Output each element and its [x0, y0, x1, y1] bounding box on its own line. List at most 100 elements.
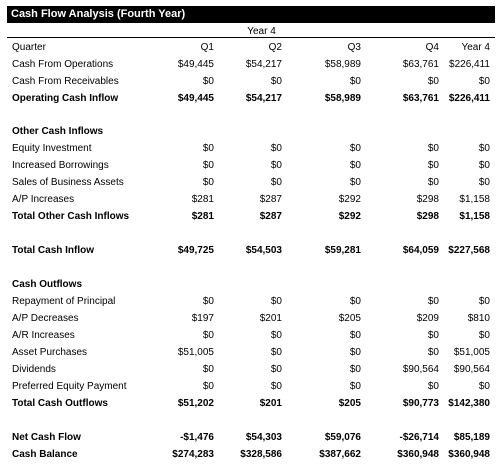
- row-label: Operating Cash Inflow: [12, 93, 119, 104]
- row-label: Dividends: [12, 364, 56, 375]
- row-label: Asset Purchases: [12, 347, 88, 358]
- cell-q3: $0: [349, 160, 361, 171]
- cell-q4: $0: [427, 330, 439, 341]
- cell-q4: $360,948: [397, 449, 439, 460]
- cell-y4: $0: [478, 76, 490, 87]
- cell-q2: $54,303: [245, 432, 282, 443]
- cell-q3: $0: [349, 381, 361, 392]
- cell-q3: $59,281: [324, 245, 361, 256]
- cell-q2: $54,217: [245, 93, 282, 104]
- header-q4: Q4: [425, 42, 439, 53]
- row-label: Total Cash Inflow: [12, 245, 95, 256]
- cell-q3: $59,076: [324, 432, 361, 443]
- cell-y4: $0: [478, 381, 490, 392]
- row-label: A/R Increases: [12, 330, 75, 341]
- row-label: Sales of Business Assets: [12, 177, 124, 188]
- cell-y4: $90,564: [453, 364, 490, 375]
- cell-q3: $205: [338, 398, 361, 409]
- cell-q1: $0: [202, 330, 214, 341]
- row-label: A/P Increases: [12, 194, 75, 205]
- row-label: Net Cash Flow: [12, 432, 81, 443]
- row-label: Cash Balance: [12, 449, 78, 460]
- cell-q3: $0: [349, 177, 361, 188]
- cell-q4: $63,761: [402, 93, 439, 104]
- cell-q2: $0: [270, 347, 282, 358]
- row-label: Total Other Cash Inflows: [12, 211, 130, 222]
- row-label: Increased Borrowings: [12, 160, 109, 171]
- row-label: Equity Investment: [12, 143, 92, 154]
- cell-q4: $0: [427, 160, 439, 171]
- cell-q3: $292: [338, 194, 361, 205]
- cell-q2: $0: [270, 143, 282, 154]
- row-label: Other Cash Inflows: [12, 126, 104, 137]
- row-label: Cash From Operations: [12, 59, 114, 70]
- cell-q1: $0: [202, 160, 214, 171]
- header-rule: [7, 37, 495, 38]
- cell-q2: $54,503: [245, 245, 282, 256]
- cell-y4: $226,411: [449, 59, 490, 70]
- row-label: Cash Outflows: [12, 279, 83, 290]
- cell-y4: $0: [478, 296, 490, 307]
- cell-q1: $0: [202, 381, 214, 392]
- cell-q1: $49,725: [177, 245, 214, 256]
- cell-q1: $274,283: [172, 449, 214, 460]
- header-year4: Year 4: [461, 42, 490, 53]
- cell-q1: $51,202: [177, 398, 214, 409]
- cell-y4: $0: [478, 143, 490, 154]
- cell-q1: $0: [202, 177, 214, 188]
- cell-q4: $209: [416, 313, 439, 324]
- cell-y4: $226,411: [448, 93, 490, 104]
- cell-y4: $1,158: [459, 194, 490, 205]
- cell-q1: $0: [202, 364, 214, 375]
- cell-q4: $90,564: [402, 364, 439, 375]
- cell-q1: $51,005: [177, 347, 214, 358]
- cell-q4: -$26,714: [399, 432, 439, 443]
- table-title: Cash Flow Analysis (Fourth Year): [7, 6, 495, 23]
- cell-q4: $298: [416, 211, 439, 222]
- row-label: Repayment of Principal: [12, 296, 116, 307]
- row-label: Preferred Equity Payment: [12, 381, 127, 392]
- cell-q3: $0: [349, 76, 361, 87]
- cell-q3: $0: [349, 330, 361, 341]
- cell-q4: $0: [427, 76, 439, 87]
- cell-q2: $0: [270, 381, 282, 392]
- cell-q4: $0: [427, 296, 439, 307]
- cell-q1: $0: [202, 143, 214, 154]
- cell-q1: $0: [202, 76, 214, 87]
- cell-q1: $49,445: [177, 93, 214, 104]
- cell-q1: -$1,476: [180, 432, 214, 443]
- cell-y4: $0: [478, 177, 490, 188]
- cell-q4: $64,059: [402, 245, 439, 256]
- cell-q4: $0: [427, 143, 439, 154]
- cell-q2: $0: [270, 177, 282, 188]
- row-label: Cash From Receivables: [12, 76, 119, 87]
- cell-q2: $287: [259, 194, 282, 205]
- cell-q2: $0: [270, 364, 282, 375]
- cell-q3: $0: [349, 296, 361, 307]
- cell-y4: $1,158: [459, 211, 490, 222]
- cell-q2: $201: [259, 313, 282, 324]
- cell-y4: $810: [467, 313, 490, 324]
- header-q2: Q2: [268, 42, 282, 53]
- cell-q3: $205: [338, 313, 361, 324]
- quarter-label: Quarter: [12, 42, 46, 53]
- cell-q4: $63,761: [402, 59, 439, 70]
- cell-q4: $0: [427, 177, 439, 188]
- cell-q3: $58,989: [324, 93, 361, 104]
- cell-q4: $0: [427, 381, 439, 392]
- cell-q2: $0: [270, 160, 282, 171]
- cell-q2: $0: [270, 296, 282, 307]
- cell-q4: $0: [427, 347, 439, 358]
- row-label: Total Cash Outflows: [12, 398, 108, 409]
- cell-q2: $287: [259, 211, 282, 222]
- cell-y4: $360,948: [448, 449, 490, 460]
- cell-y4: $142,380: [448, 398, 490, 409]
- cell-q1: $197: [191, 313, 214, 324]
- cell-q3: $0: [349, 364, 361, 375]
- cell-q2: $54,217: [245, 59, 282, 70]
- header-q3: Q3: [347, 42, 361, 53]
- cell-q3: $387,662: [319, 449, 361, 460]
- cell-y4: $51,005: [453, 347, 490, 358]
- cell-q1: $49,445: [177, 59, 214, 70]
- cell-q4: $298: [416, 194, 439, 205]
